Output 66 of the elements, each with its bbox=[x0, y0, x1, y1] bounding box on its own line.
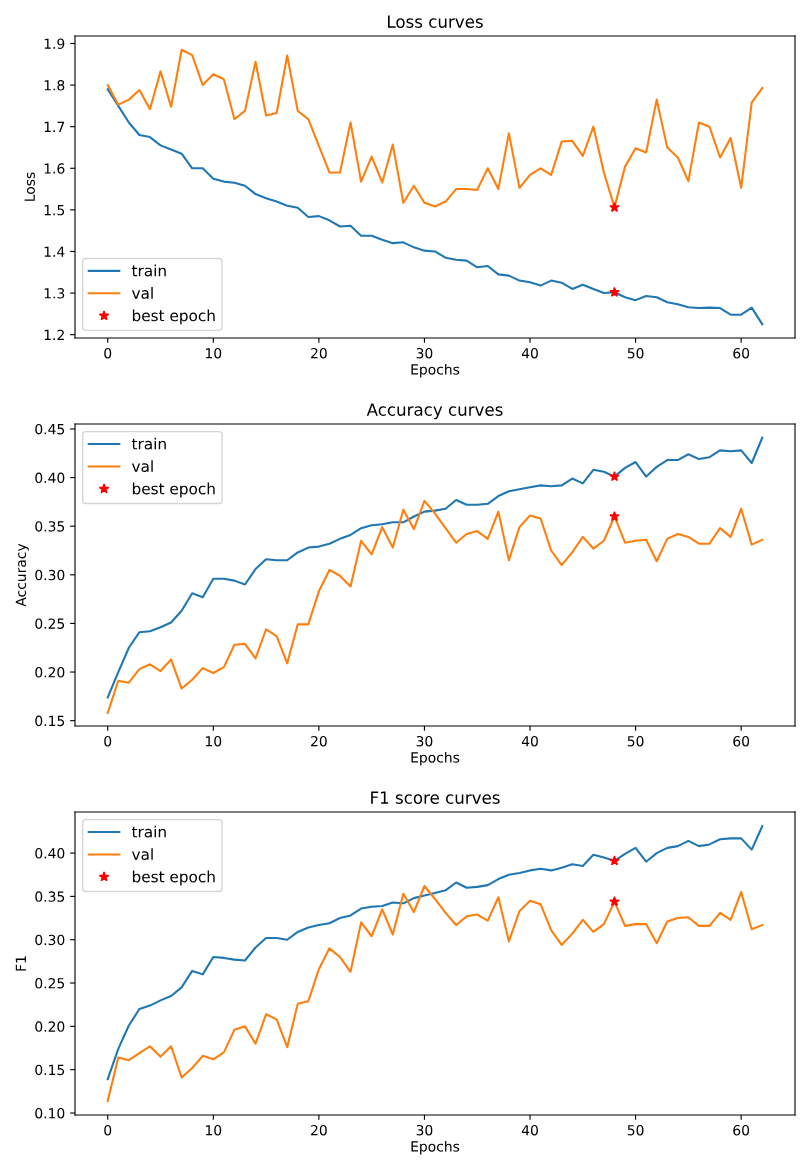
y-axis-title: Loss bbox=[24, 172, 35, 201]
legend-label: train bbox=[131, 264, 166, 277]
x-tick-label: 0 bbox=[104, 735, 112, 747]
y-tick-label: 1.4 bbox=[44, 246, 65, 257]
y-tick-label: 1.7 bbox=[44, 121, 65, 132]
x-tick-label: 60 bbox=[733, 347, 750, 359]
x-axis-title: Epochs bbox=[411, 1140, 460, 1155]
x-tick-label: 50 bbox=[627, 347, 644, 359]
line-series bbox=[106, 825, 764, 1081]
x-tick-label: 40 bbox=[521, 735, 538, 747]
legend-label: val bbox=[131, 460, 153, 472]
y-axis-title: F1 bbox=[15, 956, 26, 971]
legend-label: val bbox=[131, 287, 153, 299]
x-tick-label: 10 bbox=[205, 347, 222, 359]
x-tick-label: 10 bbox=[205, 1124, 222, 1136]
line-series bbox=[106, 884, 764, 1102]
x-tick-label: 0 bbox=[104, 1124, 112, 1136]
y-tick-label: 0.25 bbox=[35, 618, 65, 629]
x-tick-label: 30 bbox=[416, 1124, 433, 1136]
legend-label: train bbox=[131, 437, 166, 450]
y-tick-label: 1.3 bbox=[44, 288, 65, 299]
x-axis-title: Epochs bbox=[411, 363, 460, 378]
y-tick-label: 1.5 bbox=[44, 205, 65, 216]
x-axis-title: Epochs bbox=[411, 751, 460, 766]
y-tick-label: 0.25 bbox=[35, 978, 65, 989]
line-series bbox=[106, 88, 764, 326]
legend-label: val bbox=[131, 848, 153, 860]
legend-label: best epoch bbox=[132, 482, 215, 498]
line-series bbox=[106, 436, 764, 699]
x-tick-label: 20 bbox=[311, 347, 327, 359]
y-tick-label: 0.35 bbox=[35, 891, 65, 902]
y-tick-label: 0.30 bbox=[35, 569, 65, 581]
y-tick-label: 0.20 bbox=[35, 1021, 65, 1032]
legend-label: best epoch bbox=[132, 309, 215, 325]
y-tick-label: 1.6 bbox=[44, 163, 65, 174]
y-tick-label: 0.10 bbox=[35, 1107, 65, 1119]
x-tick-label: 40 bbox=[521, 1124, 538, 1136]
legend-label: train bbox=[131, 825, 166, 838]
y-tick-label: 0.20 bbox=[35, 667, 65, 678]
x-tick-label: 0 bbox=[104, 347, 112, 359]
x-tick-label: 30 bbox=[416, 735, 433, 747]
chart-title: Accuracy curves bbox=[366, 403, 503, 420]
chart-title: F1 score curves bbox=[371, 791, 500, 804]
legend-label: best epoch bbox=[132, 870, 215, 886]
y-tick-label: 1.8 bbox=[44, 80, 65, 91]
y-tick-label: 0.30 bbox=[35, 934, 65, 946]
x-tick-label: 40 bbox=[521, 347, 538, 359]
x-tick-label: 20 bbox=[311, 1124, 327, 1136]
y-tick-label: 0.40 bbox=[35, 472, 65, 484]
x-tick-label: 30 bbox=[416, 347, 433, 359]
y-tick-label: 0.40 bbox=[35, 848, 65, 859]
x-tick-label: 50 bbox=[627, 1124, 644, 1136]
x-tick-label: 60 bbox=[733, 735, 750, 747]
x-tick-label: 60 bbox=[733, 1124, 750, 1136]
x-tick-label: 20 bbox=[311, 735, 327, 747]
line-series bbox=[106, 499, 764, 714]
y-tick-label: 0.45 bbox=[35, 423, 65, 435]
chart-title: Loss curves bbox=[388, 15, 483, 28]
y-tick-label: 0.35 bbox=[35, 521, 65, 532]
y-tick-label: 0.15 bbox=[35, 1064, 65, 1076]
y-axis-title: Accuracy bbox=[15, 543, 29, 607]
x-tick-label: 50 bbox=[627, 735, 644, 747]
y-tick-label: 1.9 bbox=[44, 38, 65, 49]
y-tick-label: 0.15 bbox=[35, 715, 65, 727]
y-tick-label: 1.2 bbox=[44, 329, 64, 340]
x-tick-label: 10 bbox=[205, 735, 222, 747]
